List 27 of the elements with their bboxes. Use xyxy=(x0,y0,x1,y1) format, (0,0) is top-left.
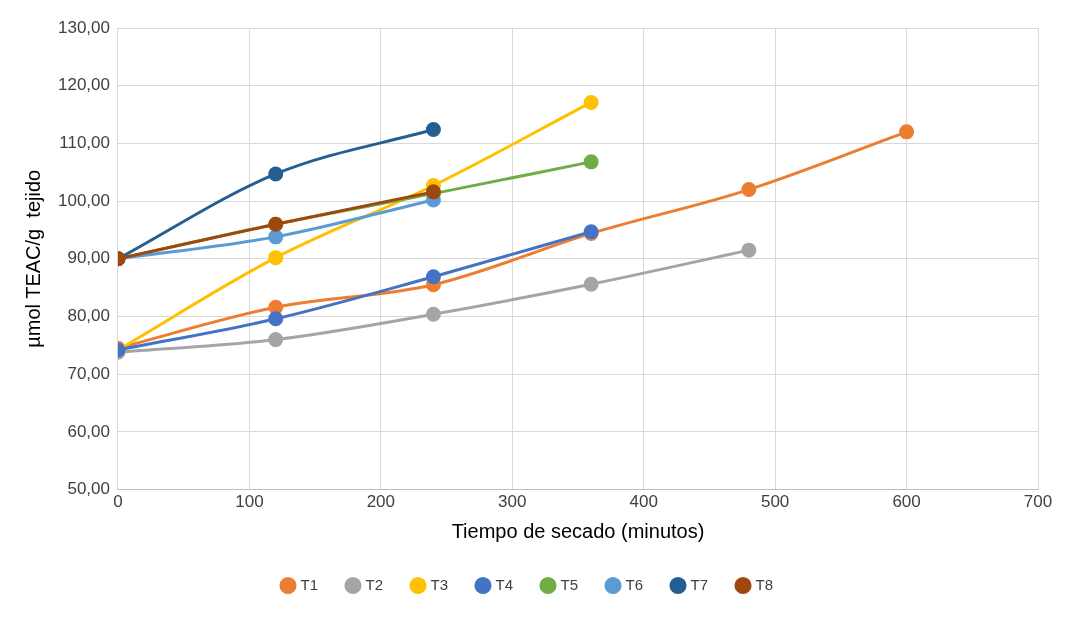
legend-label: T7 xyxy=(690,575,709,593)
y-axis-title: µmol TEAC/g tejido xyxy=(21,169,44,348)
x-tick-label: 400 xyxy=(629,492,658,512)
legend-label: T4 xyxy=(495,575,514,593)
y-tick-label: 50,00 xyxy=(67,479,110,499)
x-axis-title: Tiempo de secado (minutos) xyxy=(451,519,705,542)
y-tick-label: 130,00 xyxy=(58,17,110,37)
y-tick-label: 110,00 xyxy=(59,133,110,153)
x-tick-label: 300 xyxy=(498,492,527,512)
legend-label: T2 xyxy=(365,575,383,593)
x-tick-label: 100 xyxy=(235,492,264,512)
y-tick-label: 120,00 xyxy=(58,75,110,95)
y-tick-label: 100,00 xyxy=(58,190,110,210)
legend-label: T6 xyxy=(625,575,644,593)
x-tick-label: 200 xyxy=(366,492,396,512)
legend-label: T3 xyxy=(430,575,449,593)
legend-label: T5 xyxy=(560,575,579,593)
y-tick-label: 60,00 xyxy=(67,421,110,441)
legend-label: T8 xyxy=(755,575,774,593)
y-tick-label: 70,00 xyxy=(67,363,110,383)
x-tick-label: 0 xyxy=(113,492,123,512)
y-tick-label: 90,00 xyxy=(67,248,110,268)
y-tick-label: 80,00 xyxy=(67,306,110,326)
x-tick-label: 500 xyxy=(760,492,790,512)
x-tick-label: 700 xyxy=(1023,492,1053,512)
x-tick-label: 600 xyxy=(892,492,921,512)
legend-label: T1 xyxy=(300,575,318,593)
